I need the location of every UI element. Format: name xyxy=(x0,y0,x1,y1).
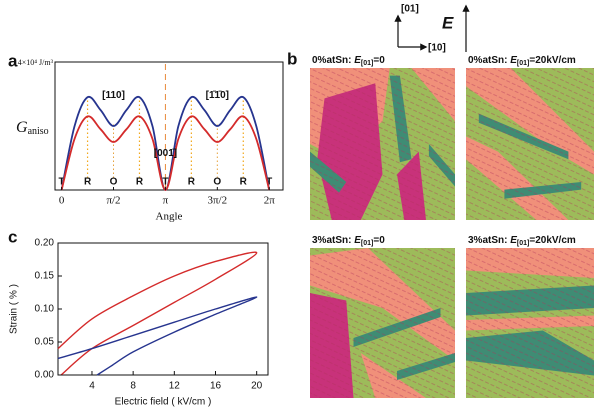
direction-label: [001̄] xyxy=(154,148,177,159)
state-label: T xyxy=(266,177,272,188)
y-tick-label: 0.15 xyxy=(35,271,55,282)
y-axis-symbol: G xyxy=(16,119,28,136)
map-title-field: E xyxy=(354,55,361,66)
map-title-suffix: =20kV/cm xyxy=(529,235,576,246)
state-label: T xyxy=(59,177,65,188)
panel-label: b xyxy=(287,49,297,68)
state-label: R xyxy=(84,177,92,188)
polarization-texture xyxy=(466,248,594,398)
panel-label: a xyxy=(8,51,18,70)
x-tick-label: 4 xyxy=(89,381,95,392)
state-label: R xyxy=(188,177,196,188)
axis-label: [01] xyxy=(401,4,419,15)
strain-loop xyxy=(57,296,258,376)
domain-map xyxy=(310,68,455,220)
map-title-prefix: 0%atSn: xyxy=(312,55,354,66)
map-title-sub: [01] xyxy=(361,60,373,67)
direction-label: [110] xyxy=(102,90,125,101)
y-axis-subscript: aniso xyxy=(28,126,49,137)
strain-loop xyxy=(57,251,258,376)
map-title: 3%atSn: E[01]=0 xyxy=(312,235,385,247)
map-title-prefix: 3%atSn: xyxy=(468,235,510,246)
y-tick-label: 0.05 xyxy=(35,337,55,348)
map-title-sub: [01] xyxy=(517,240,529,247)
domain-map xyxy=(310,248,455,398)
domain-map xyxy=(466,68,594,220)
map-title-sub: [01] xyxy=(361,240,373,247)
x-tick-label: 3π/2 xyxy=(208,195,228,207)
axes-icon: [01] [10] E xyxy=(394,4,470,54)
x-axis-title: Angle xyxy=(156,211,183,223)
y-tick-label: 0.20 xyxy=(35,238,55,249)
x-tick-label: 12 xyxy=(169,381,181,392)
map-title-suffix: =0 xyxy=(373,55,385,66)
polarization-texture xyxy=(310,68,455,220)
plot-frame xyxy=(54,61,284,191)
map-title-field: E xyxy=(510,55,517,66)
y-axis-title: Strain ( % ) xyxy=(9,284,20,334)
state-label: R xyxy=(240,177,248,188)
map-title-suffix: =20kV/cm xyxy=(529,55,576,66)
x-tick-label: 8 xyxy=(130,381,136,392)
domain-map xyxy=(466,248,594,398)
x-tick-label: π xyxy=(163,195,169,207)
x-axis-title: Electric field ( kV/cm ) xyxy=(115,397,212,408)
map-title-prefix: 0%atSn: xyxy=(468,55,510,66)
direction-label: [1̄1̄0] xyxy=(206,90,229,101)
axis-label: [10] xyxy=(428,43,446,54)
polarization-texture xyxy=(466,68,594,220)
map-title-field: E xyxy=(354,235,361,246)
y-tick-label: 0.10 xyxy=(35,304,55,315)
field-label: E xyxy=(442,13,454,32)
y-axis-title: Ganiso xyxy=(16,119,49,138)
y-tick-label: 0.00 xyxy=(35,370,55,381)
polarization-texture xyxy=(310,248,455,398)
map-title: 0%atSn: E[01]=0 xyxy=(312,55,385,67)
x-tick-label: 20 xyxy=(251,381,263,392)
map-title-prefix: 3%atSn: xyxy=(312,235,354,246)
map-title: 3%atSn: E[01]=20kV/cm xyxy=(468,235,576,247)
x-tick-label: 2π xyxy=(264,195,276,207)
x-tick-label: 0 xyxy=(59,195,65,207)
panel-label: c xyxy=(8,227,17,246)
map-title-field: E xyxy=(510,235,517,246)
x-tick-label: 16 xyxy=(210,381,222,392)
map-title-sub: [01] xyxy=(517,60,529,67)
state-label: O xyxy=(213,177,221,188)
state-label: O xyxy=(110,177,118,188)
y-tick-label: 4×10⁴ J/m³ xyxy=(18,58,54,67)
state-label: T xyxy=(162,177,168,188)
map-title: 0%atSn: E[01]=20kV/cm xyxy=(468,55,576,67)
state-label: R xyxy=(136,177,144,188)
map-title-suffix: =0 xyxy=(373,235,385,246)
x-tick-label: π/2 xyxy=(106,195,120,207)
